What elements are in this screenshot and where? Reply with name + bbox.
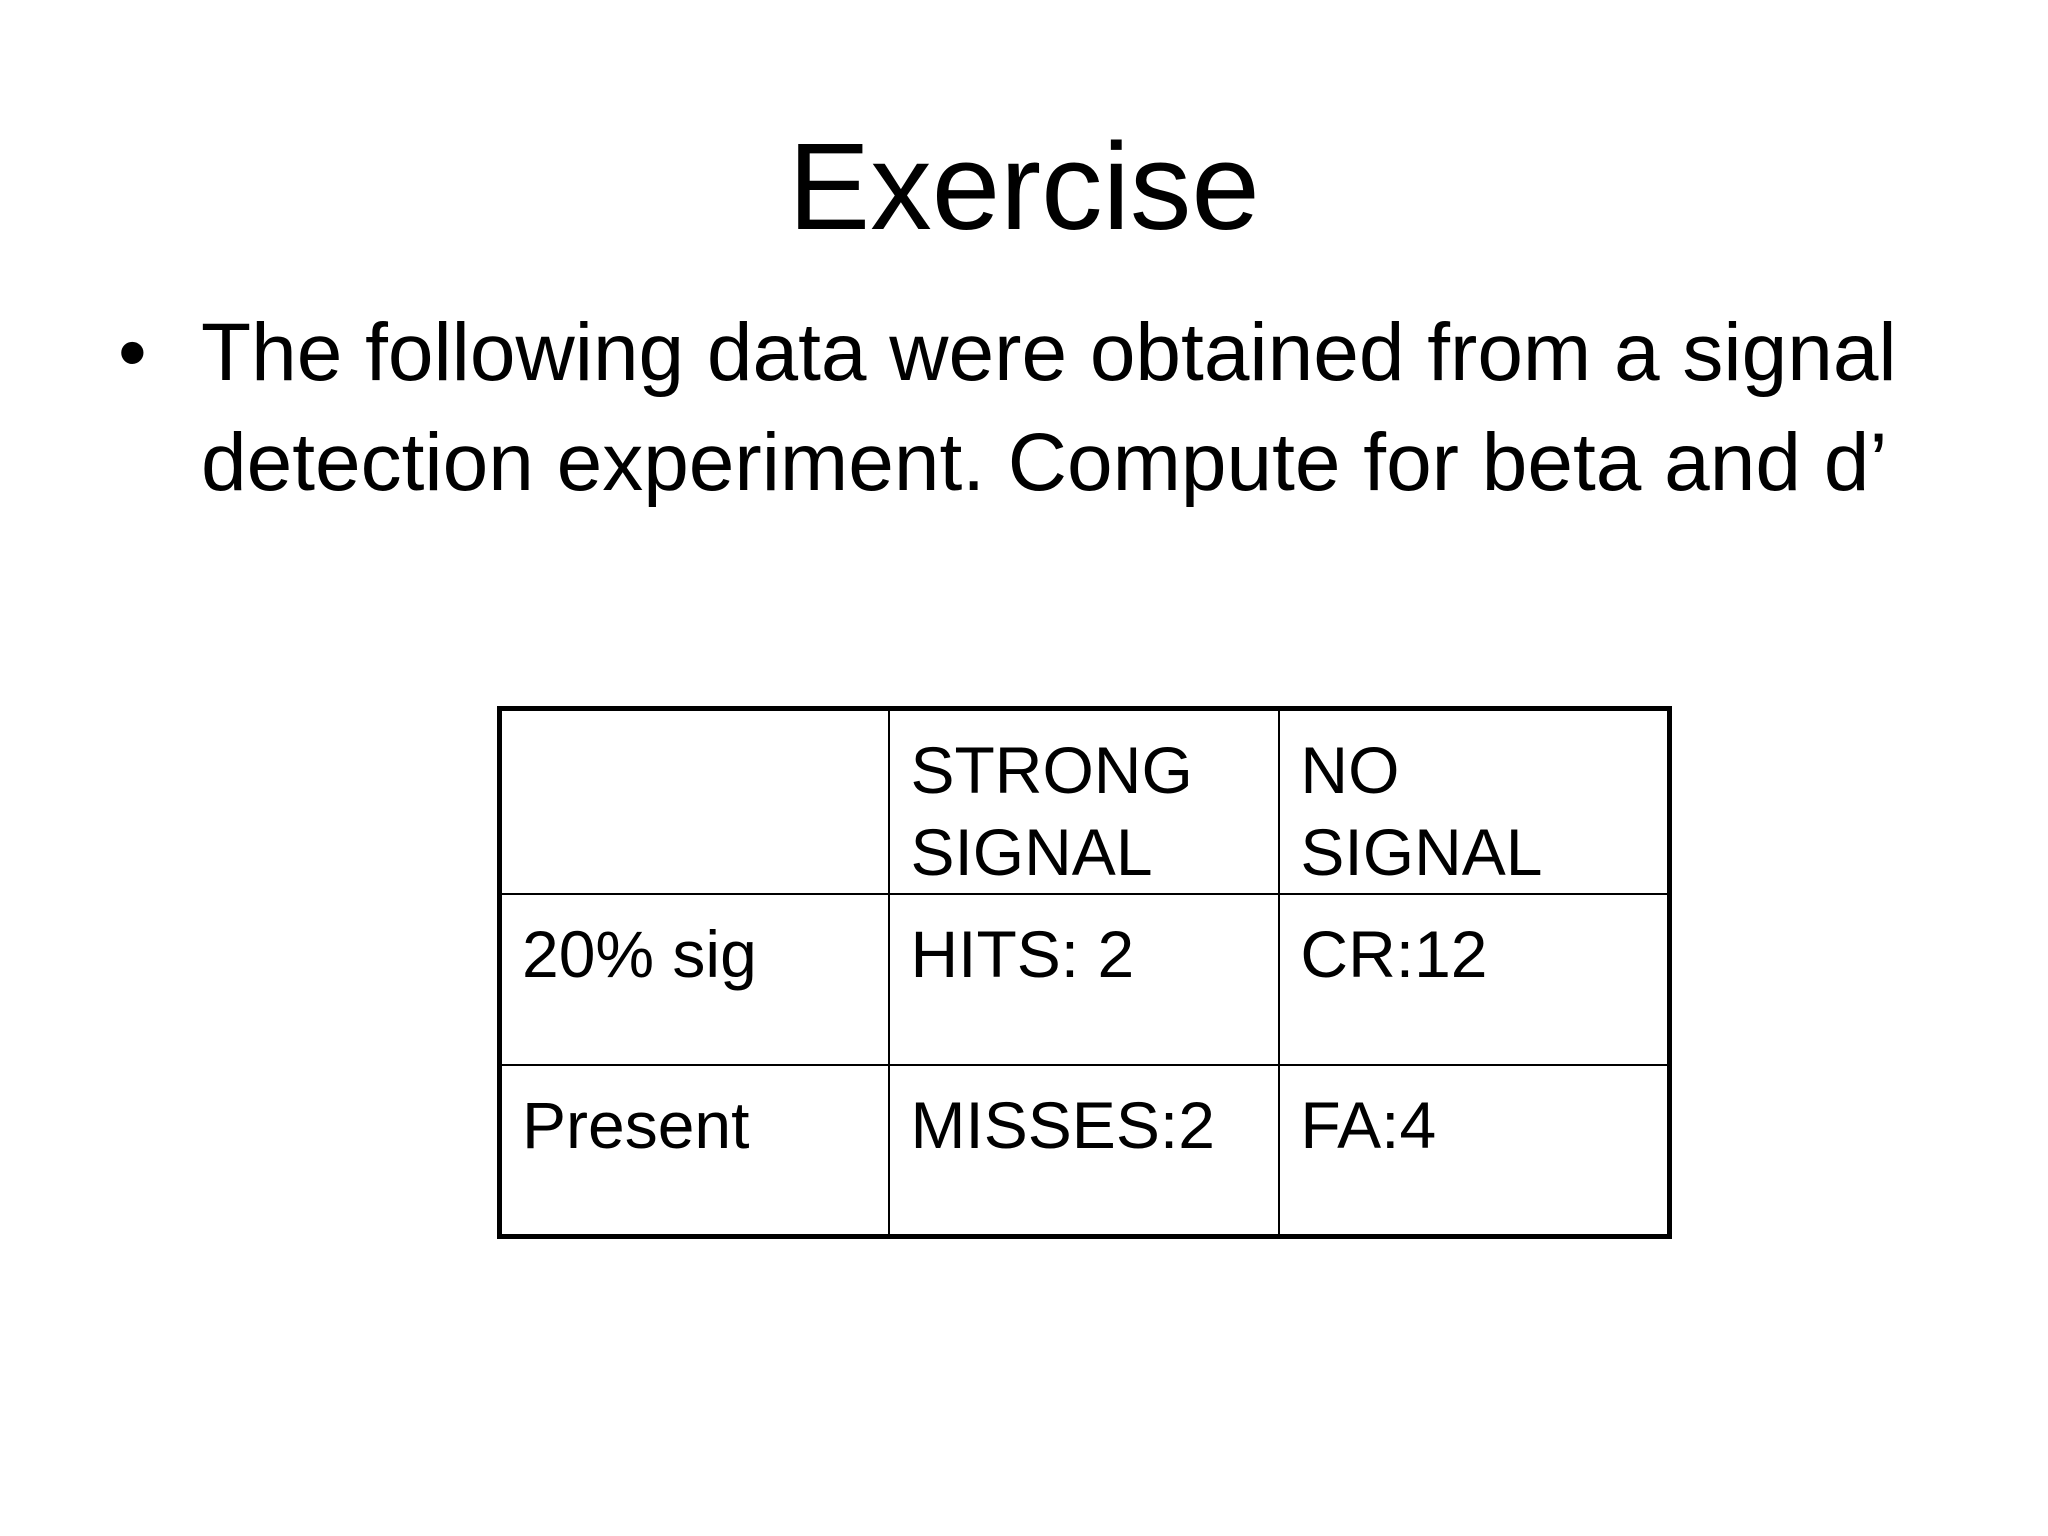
table-header-row: STRONG SIGNAL NO SIGNAL xyxy=(498,707,1671,896)
bullet-text: The following data were obtained from a … xyxy=(201,307,1897,508)
table-header-cell xyxy=(498,707,891,896)
table-cell: FA:4 xyxy=(1278,1064,1671,1238)
table-cell: MISSES:2 xyxy=(888,1064,1281,1238)
table-header-cell: NO SIGNAL xyxy=(1278,707,1671,896)
table-row-label: 20% sig xyxy=(498,893,891,1067)
data-table: STRONG SIGNAL NO SIGNAL 20% sig HITS: 2 … xyxy=(497,706,1672,1239)
table-row: 20% sig HITS: 2 CR:12 xyxy=(498,893,1671,1067)
table-row-label: Present xyxy=(498,1064,891,1238)
slide-title: Exercise xyxy=(788,119,1260,256)
table-header-cell: STRONG SIGNAL xyxy=(888,707,1281,896)
table-row: Present MISSES:2 FA:4 xyxy=(498,1064,1671,1238)
bullet-icon: • xyxy=(118,307,147,398)
table-cell: HITS: 2 xyxy=(888,893,1281,1067)
table-cell: CR:12 xyxy=(1278,893,1671,1067)
